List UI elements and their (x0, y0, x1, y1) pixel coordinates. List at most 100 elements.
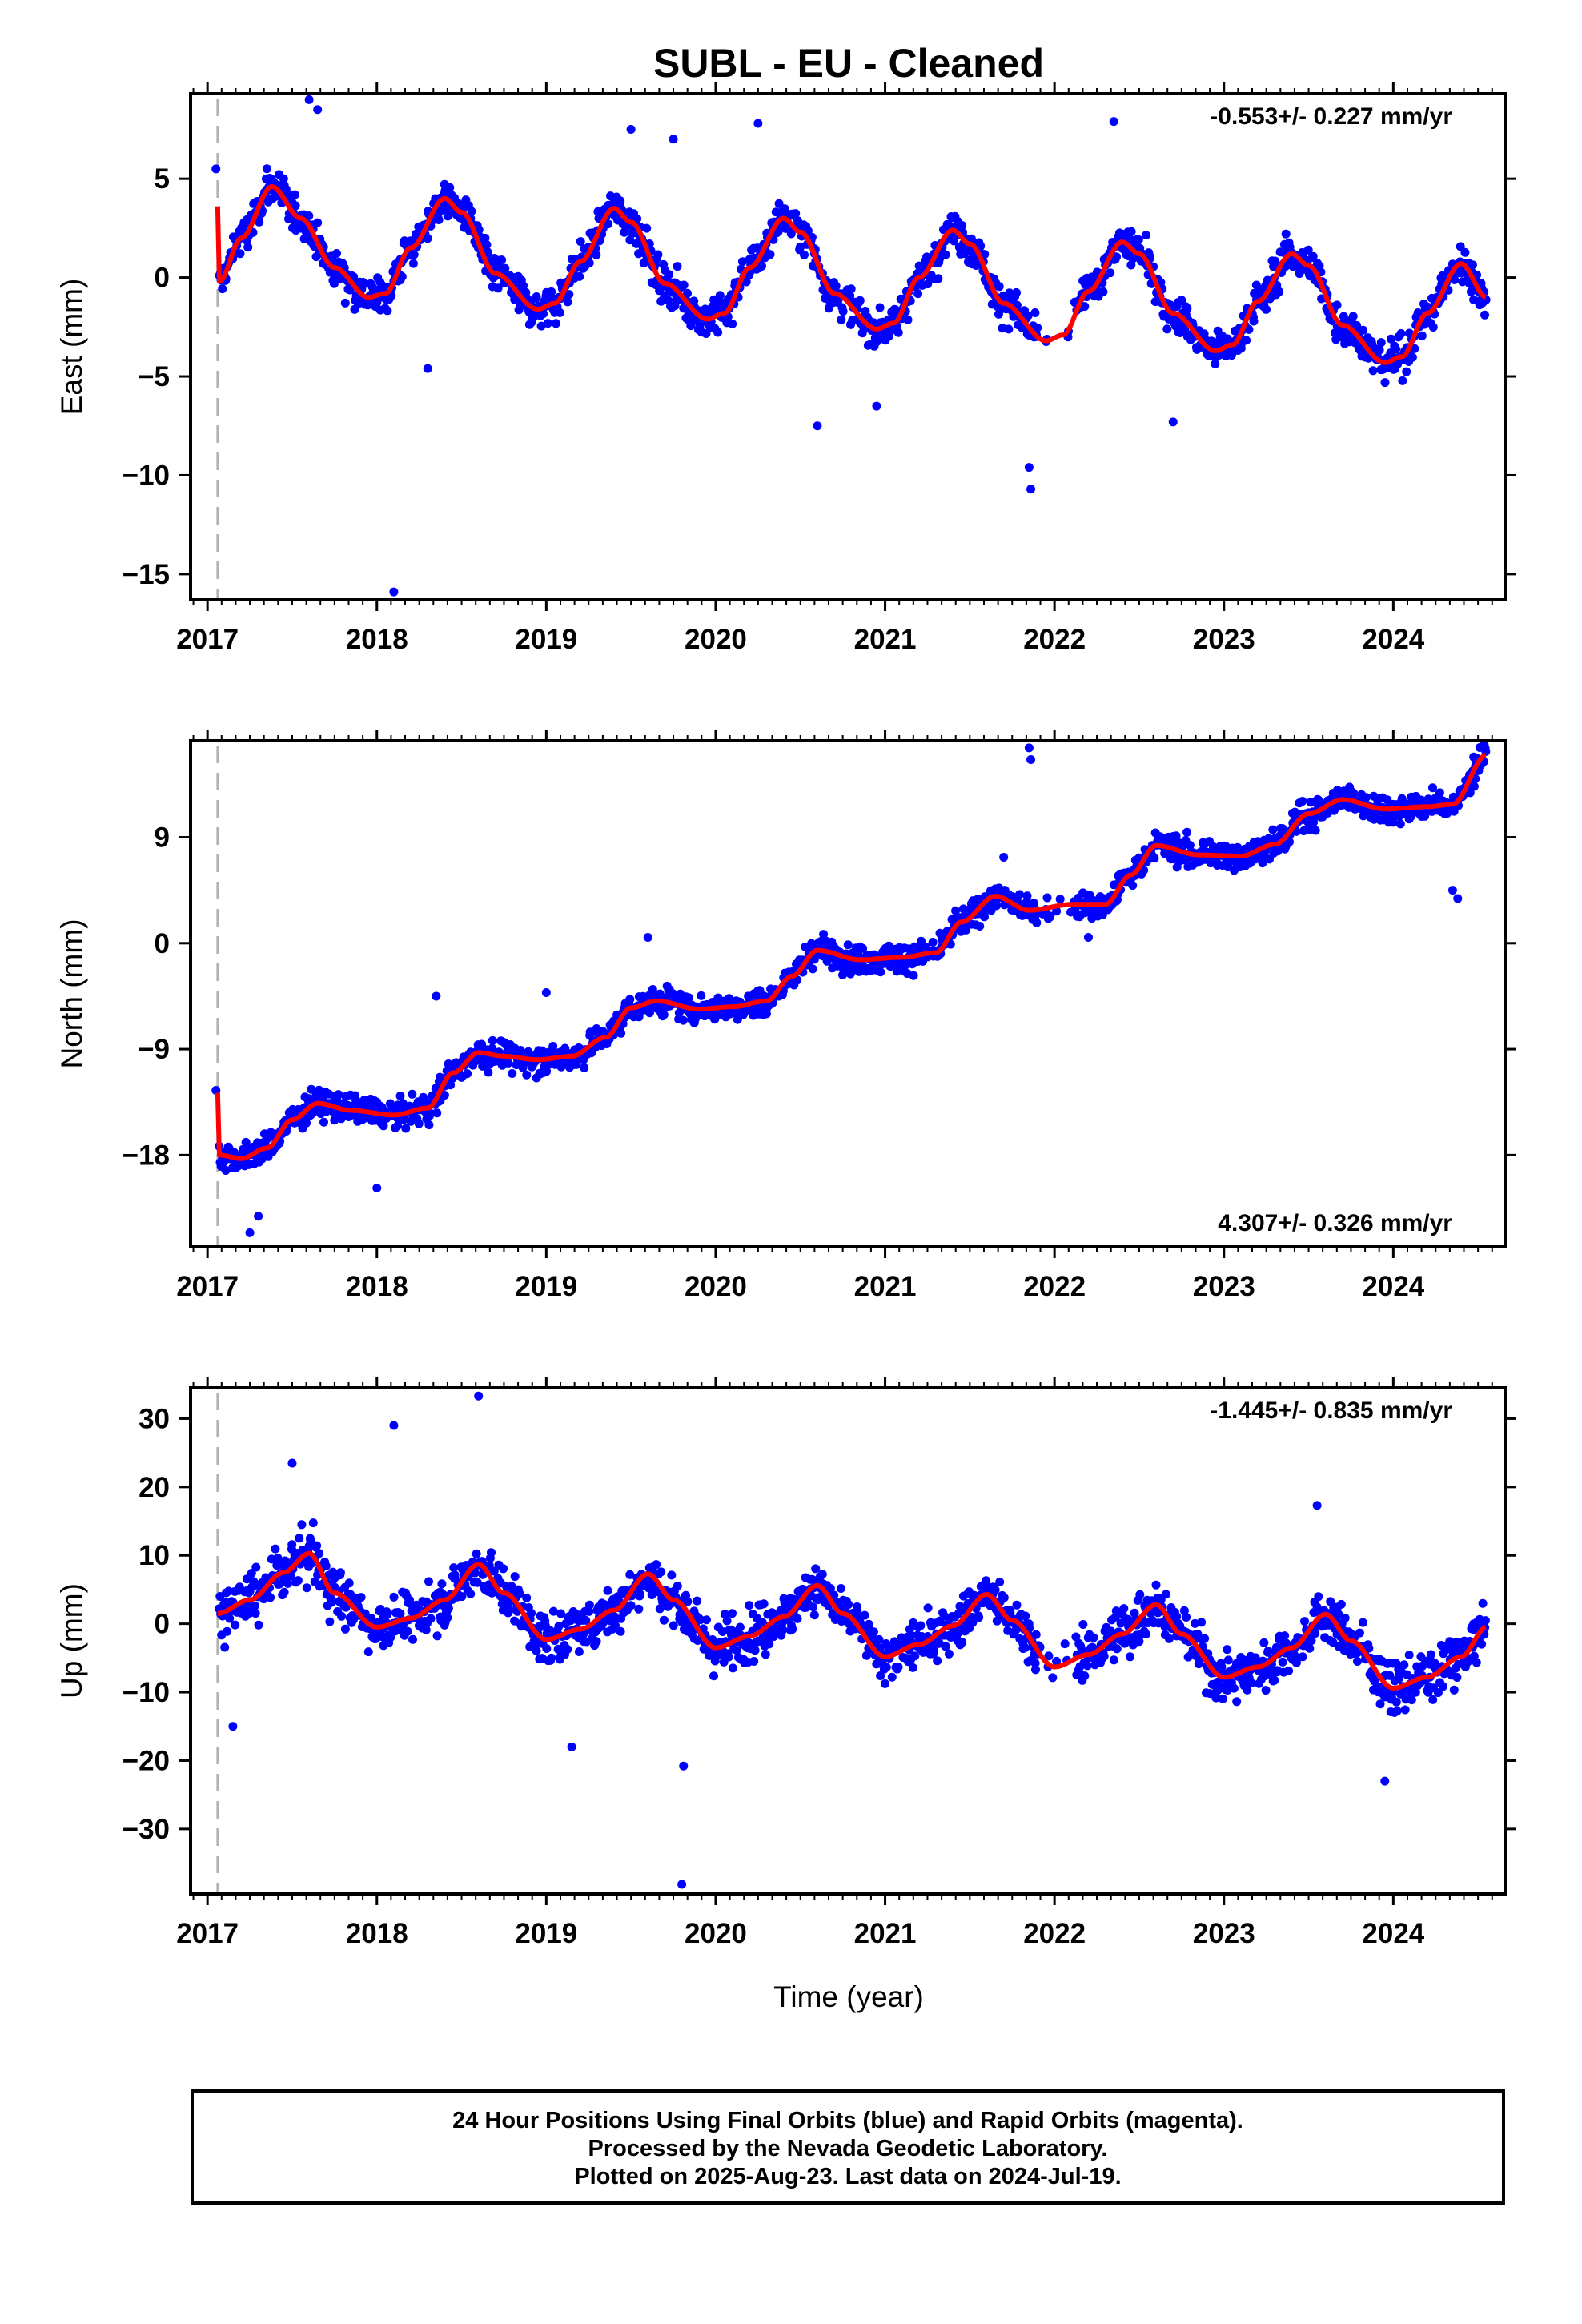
data-point (1398, 376, 1407, 385)
outlier-point (304, 94, 314, 104)
data-point (287, 1540, 297, 1550)
outlier-point (254, 1212, 263, 1221)
data-point (1308, 251, 1318, 261)
data-point (845, 291, 855, 300)
data-point (440, 1091, 449, 1100)
data-point (504, 1058, 513, 1068)
data-point (728, 1609, 737, 1618)
data-point (291, 201, 300, 211)
data-point (846, 284, 856, 294)
data-point (563, 1645, 572, 1654)
data-point (580, 1063, 589, 1072)
data-point (737, 257, 747, 267)
y-tick-label: −10 (122, 460, 170, 491)
data-point (293, 1576, 303, 1586)
outlier-point (541, 988, 551, 998)
data-point (488, 1035, 497, 1045)
data-point (592, 1637, 601, 1647)
data-point (1109, 1655, 1118, 1665)
data-point (319, 1117, 328, 1127)
data-point (750, 1646, 760, 1655)
data-point (337, 1611, 347, 1621)
data-point (1460, 247, 1470, 257)
data-point (923, 279, 933, 289)
data-point (934, 274, 943, 283)
data-point (778, 1625, 788, 1634)
outlier-point (1083, 932, 1093, 942)
x-tick-label: 2021 (854, 624, 917, 655)
data-point (616, 1626, 625, 1636)
data-point (1042, 893, 1052, 903)
data-point (1023, 311, 1033, 320)
fit-curve (215, 184, 1488, 365)
data-point (408, 259, 418, 268)
data-point (312, 1541, 322, 1550)
outlier-point (872, 401, 881, 411)
y-tick-label: 5 (155, 163, 170, 195)
data-point (1407, 352, 1417, 362)
data-point (1112, 1644, 1122, 1654)
data-point (1244, 324, 1254, 334)
data-point (547, 287, 556, 296)
data-point (1004, 324, 1014, 334)
data-point (693, 1596, 702, 1606)
data-point (1022, 891, 1032, 901)
data-point (1031, 1630, 1041, 1639)
data-point (396, 1609, 405, 1618)
x-tick-label: 2017 (176, 624, 239, 655)
data-point (551, 319, 560, 328)
data-point (340, 298, 350, 308)
data-point (532, 292, 541, 301)
x-tick-label: 2024 (1362, 624, 1424, 655)
data-point (1456, 242, 1465, 251)
data-point (1275, 287, 1284, 296)
data-point (1229, 1683, 1239, 1693)
data-point (396, 1092, 405, 1100)
data-point (325, 1617, 335, 1626)
y-axis-label: East (mm) (55, 279, 88, 416)
data-point (903, 315, 913, 324)
plot-frame (189, 92, 1507, 601)
velocity-annotation: -0.553+/- 0.227 mm/yr (1210, 103, 1452, 130)
data-point (397, 272, 407, 281)
data-point (916, 1621, 926, 1630)
x-tick-label: 2018 (346, 624, 408, 655)
data-point (313, 218, 323, 227)
data-point (765, 1639, 774, 1649)
data-point (482, 240, 492, 250)
data-point (1375, 345, 1384, 355)
data-point (800, 250, 809, 259)
data-point (243, 243, 253, 252)
data-point (1060, 1639, 1070, 1649)
outlier-point (1447, 886, 1457, 895)
data-point (869, 1627, 878, 1637)
up-panel: 2017 2018 2019 2020 2021 2022 2023 20243020100−… (55, 1377, 1516, 1949)
data-point (1428, 783, 1437, 793)
outlier-point (372, 1184, 382, 1193)
data-point (321, 1562, 331, 1570)
data-point (467, 207, 476, 216)
data-point (950, 236, 959, 246)
data-point (1142, 231, 1150, 240)
data-point (1387, 334, 1395, 344)
data-point (432, 1108, 442, 1118)
data-point (933, 1656, 942, 1666)
data-point (831, 281, 841, 291)
data-point (446, 1080, 456, 1090)
data-point (302, 1118, 311, 1128)
data-point (424, 1577, 433, 1586)
data-point (632, 214, 642, 223)
data-point (652, 1560, 661, 1570)
data-point (773, 227, 783, 236)
data-point (1435, 788, 1444, 798)
data-point (735, 1622, 745, 1632)
data-point (1396, 328, 1406, 338)
data-point (254, 1620, 263, 1630)
outlier-point (626, 124, 636, 134)
data-point (477, 1039, 487, 1049)
data-point (722, 1616, 732, 1626)
east-panel: 2017 2018 2019 2020 2021 2022 2023 202450−5−10−… (55, 82, 1516, 655)
outlier-point (813, 421, 822, 431)
data-point (1211, 359, 1220, 368)
x-tick-label: 2019 (515, 1271, 577, 1302)
